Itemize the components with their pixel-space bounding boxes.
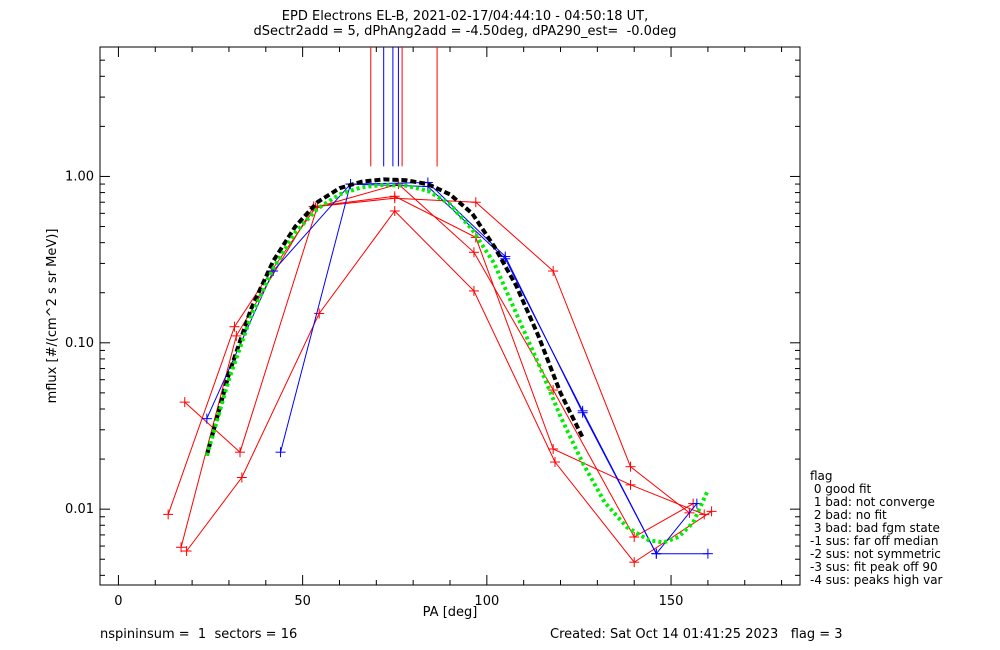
y-tick-label: 0.10 — [65, 336, 94, 351]
flag-legend-entry: 2 bad: no fit — [810, 508, 887, 522]
flag-legend-title: flag — [810, 469, 833, 483]
data-point-plus — [548, 385, 559, 396]
data-point-plus — [651, 548, 662, 559]
data-point-plus — [548, 443, 559, 454]
red-data-series — [186, 210, 712, 563]
y-tick-label: 0.01 — [65, 502, 94, 517]
plot-area — [163, 47, 717, 568]
chart-title-line-2: dSectr2add = 5, dPhAng2add = -4.50deg, d… — [253, 24, 677, 39]
flag-legend-entry: 3 bad: bad fgm state — [810, 521, 940, 535]
flag-legend: flag 0 good fit 1 bad: not converge 2 ba… — [810, 470, 942, 587]
flag-legend-entry: -4 sus: peaks high var — [810, 573, 943, 587]
data-point-plus — [236, 472, 247, 483]
data-point-plus — [629, 532, 640, 543]
plot-frame — [99, 46, 801, 586]
data-point-plus — [181, 546, 192, 557]
data-point-plus — [468, 247, 479, 258]
flag-legend-entry: -1 sus: far off median — [810, 534, 939, 548]
data-point-plus — [468, 285, 479, 296]
data-point-plus — [577, 405, 588, 416]
green-fit-curve — [204, 182, 710, 545]
x-axis-label: PA [deg] — [423, 605, 478, 620]
data-point-plus — [176, 542, 187, 553]
footer-created-info: Created: Sat Oct 14 01:41:25 2023 flag =… — [550, 627, 843, 642]
x-tick-label: 0 — [114, 594, 122, 609]
y-tick-label: 1.00 — [65, 169, 94, 184]
data-point-plus — [702, 548, 713, 559]
axis-tick-labels: 0 50 100 150 0.01 0.10 1.00 — [65, 169, 683, 609]
data-point-plus — [389, 191, 400, 202]
data-point-plus — [625, 479, 636, 490]
data-point-plus — [231, 330, 242, 341]
data-point-plus — [229, 321, 240, 332]
data-point-plus — [201, 413, 212, 424]
data-point-plus — [548, 266, 559, 277]
blue-data-series — [206, 181, 708, 555]
red-data-series — [167, 183, 694, 538]
data-point-plus — [163, 509, 174, 520]
data-point-plus — [389, 205, 400, 216]
x-tick-label: 50 — [294, 594, 311, 609]
flag-legend-entry: 1 bad: not converge — [810, 495, 935, 509]
data-point-plus — [275, 447, 286, 458]
data-point-plus — [235, 447, 245, 458]
y-axis-label: mflux [#/(cm^2 s sr MeV)] — [45, 229, 60, 404]
data-point-plus — [314, 308, 325, 319]
x-tick-label: 100 — [474, 594, 499, 609]
data-point-plus — [470, 197, 481, 208]
footer-spin-info: nspininsum = 1 sectors = 16 — [100, 627, 298, 642]
flag-legend-entry: -3 sus: fit peak off 90 — [810, 560, 938, 574]
data-point-plus — [179, 397, 190, 408]
data-point-plus — [706, 506, 717, 517]
data-point-plus — [625, 461, 636, 472]
black-fit-curve — [204, 177, 585, 457]
axis-ticks — [100, 46, 800, 585]
x-tick-label: 150 — [659, 594, 684, 609]
red-data-series — [184, 197, 690, 514]
chart-title-line-1: EPD Electrons EL-B, 2021-02-17/04:44:10 … — [281, 9, 649, 24]
flag-legend-entry: -2 sus: not symmetric — [810, 547, 941, 561]
data-point-plus — [629, 557, 640, 568]
flag-legend-entry: 0 good fit — [810, 482, 872, 496]
data-point-plus — [550, 457, 560, 468]
